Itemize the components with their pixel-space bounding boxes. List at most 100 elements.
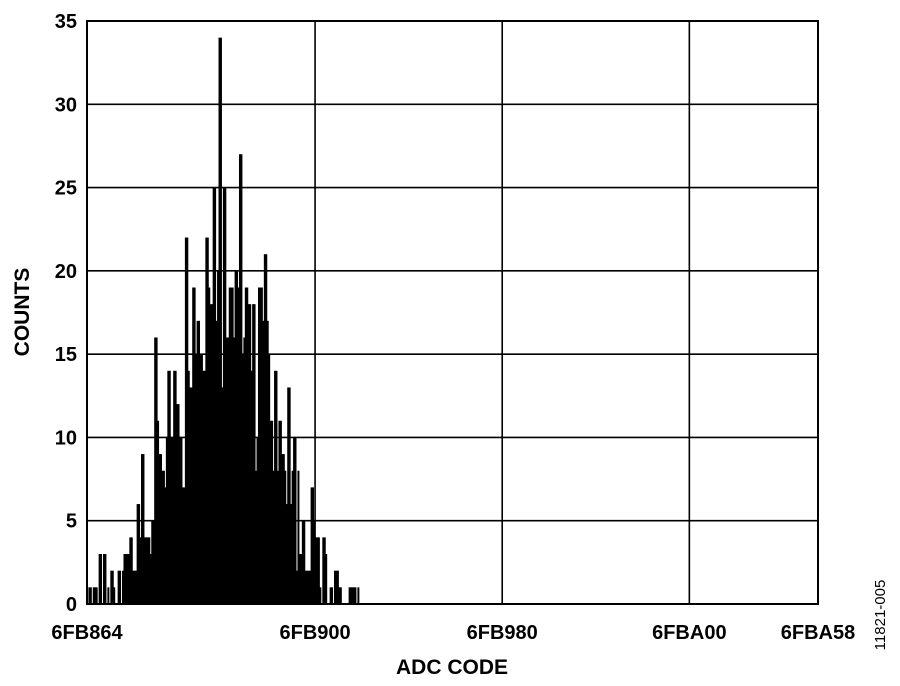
histogram-bar — [225, 337, 228, 604]
histogram-bar — [282, 454, 285, 604]
histogram-bar — [269, 420, 272, 604]
histogram-bar — [252, 304, 255, 604]
histogram-bar — [202, 370, 205, 604]
histogram-bar — [255, 470, 258, 604]
histogram-bar — [317, 537, 320, 604]
histogram-bar — [138, 504, 141, 604]
histogram-bar — [307, 570, 310, 604]
x-tick-label: 6FB980 — [467, 622, 538, 644]
histogram-bar — [94, 587, 97, 604]
histogram-bar — [288, 387, 291, 604]
histogram-bar — [238, 154, 241, 604]
histogram-bar — [103, 554, 105, 604]
histogram-bar — [250, 370, 253, 604]
histogram-bar — [113, 587, 116, 604]
histogram-bar — [237, 287, 240, 604]
histogram-bar — [146, 537, 149, 604]
histogram-bar — [127, 554, 130, 604]
histogram-bar — [189, 387, 192, 604]
histogram-bar — [234, 270, 237, 604]
histogram-bar — [165, 437, 168, 604]
histogram-bar — [212, 187, 215, 604]
histogram-bar — [287, 387, 290, 604]
histogram-bar — [259, 287, 262, 604]
histogram-bar — [351, 587, 354, 604]
y-tick-label: 15 — [55, 344, 77, 366]
histogram-bar — [142, 454, 145, 604]
histogram-bar — [129, 537, 132, 604]
histogram-bar — [203, 370, 206, 604]
histogram-bar — [211, 304, 214, 604]
histogram-bar — [176, 404, 179, 604]
histogram-bar — [278, 420, 281, 604]
histogram-bar — [186, 237, 189, 605]
histogram-bar — [334, 570, 336, 604]
histogram-bar — [100, 554, 103, 604]
histogram-bar — [331, 587, 334, 604]
histogram-bar — [227, 337, 230, 604]
x-tick-labels: 6FB864 6FB900 6FB980 6FBA00 6FBA58 — [51, 622, 855, 644]
histogram-bar — [253, 304, 256, 604]
histogram-bar — [263, 254, 266, 604]
y-tick-label: 25 — [55, 178, 77, 200]
histogram-bar — [135, 570, 138, 604]
histogram-bar — [224, 187, 227, 604]
histogram-bar — [104, 554, 107, 604]
histogram-bar — [247, 304, 250, 604]
histogram-bar — [315, 537, 317, 604]
histogram-bar — [310, 487, 313, 604]
histogram-bar — [95, 587, 98, 604]
y-tick-label: 35 — [55, 11, 77, 33]
histogram-bar — [298, 554, 301, 604]
histogram-bar — [357, 587, 360, 604]
y-tick-label: 30 — [55, 94, 77, 116]
histogram-bar — [353, 587, 355, 604]
histogram-bar — [268, 354, 271, 604]
histogram-bar — [284, 470, 287, 604]
histogram-bar — [285, 504, 288, 604]
histogram-bar — [281, 454, 284, 604]
y-tick-labels: 0 5 10 15 20 25 30 35 — [55, 11, 77, 616]
histogram-bar — [256, 437, 259, 604]
histogram-bar — [173, 370, 176, 604]
histogram-bar — [130, 537, 133, 604]
histogram-bar — [143, 537, 146, 604]
histogram-bar — [133, 570, 136, 604]
histogram-bar — [272, 470, 275, 604]
plot-frame — [86, 20, 819, 605]
histogram-bar — [219, 37, 222, 605]
histogram-bar — [236, 270, 239, 604]
histogram-bar — [338, 587, 341, 604]
y-tick-label: 5 — [66, 511, 77, 533]
y-axis-title: COUNTS — [11, 268, 34, 357]
histogram-bar — [132, 570, 135, 604]
histogram-bar — [260, 287, 263, 604]
histogram-bar — [200, 354, 203, 604]
histogram-bar — [180, 437, 183, 604]
histogram-bar — [304, 570, 307, 604]
histogram-bar — [164, 487, 167, 604]
histogram-bar — [243, 337, 246, 604]
histogram-bar — [240, 154, 243, 604]
histogram-bar — [205, 237, 208, 605]
histogram-bar — [313, 520, 316, 604]
histogram-bar — [231, 287, 234, 604]
x-tick-label: 6FB864 — [51, 622, 123, 644]
histogram-bar — [206, 237, 209, 605]
histogram-bar — [196, 320, 199, 604]
histogram-bar — [190, 387, 193, 604]
histogram-bar — [161, 470, 164, 604]
histogram-bar — [319, 587, 322, 604]
histogram-bar — [348, 587, 351, 604]
histogram-bar — [246, 287, 249, 604]
histogram-bar — [325, 554, 328, 604]
histogram-bar — [152, 520, 155, 604]
histogram-bar — [241, 354, 244, 604]
histogram-bar — [170, 437, 173, 604]
histogram-bar — [266, 320, 269, 604]
histogram-bar — [124, 554, 127, 604]
histogram-bar — [291, 470, 294, 604]
histogram-bar — [257, 287, 260, 604]
histogram-bar — [306, 570, 309, 604]
